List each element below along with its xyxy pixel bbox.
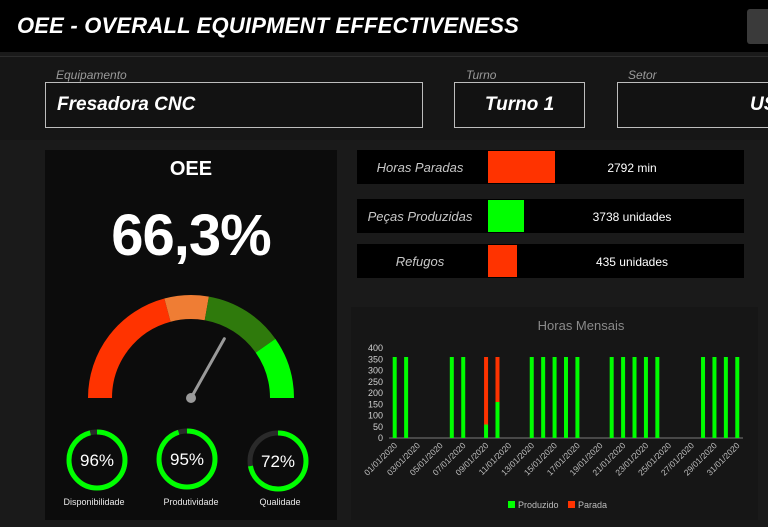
bar-produzido-28 <box>701 357 706 438</box>
equipamento-field[interactable]: Fresadora CNC <box>45 82 423 128</box>
metric-value: 2792 min <box>607 161 657 175</box>
bar-parada-9 <box>484 357 489 425</box>
ring-label-produtividade: Produtividade <box>163 497 219 507</box>
legend-swatch <box>568 501 575 508</box>
oee-title: OEE <box>169 158 213 180</box>
bar-produzido-7 <box>461 357 466 438</box>
ring-value-produtividade: 95% <box>170 450 204 469</box>
metric-bar <box>488 200 524 232</box>
y-tick-label: 250 <box>368 377 383 387</box>
bar-produzido-9 <box>484 424 489 438</box>
bar-produzido-2 <box>404 357 409 438</box>
horas-mensais-chart: Horas Mensais 0 50 100 150 200 250 300 350 400 01/… <box>351 307 758 520</box>
bar-produzido-31 <box>735 357 740 438</box>
ring-label-qualidade: Qualidade <box>259 497 301 507</box>
y-tick-label: 400 <box>368 343 383 353</box>
y-tick-label: 100 <box>368 411 383 421</box>
ring-progress-qualidade <box>247 430 309 492</box>
bar-produzido-1 <box>392 357 397 438</box>
metric-value: 435 unidades <box>595 255 669 269</box>
gauge-arcs <box>88 295 294 399</box>
bar-produzido-29 <box>712 357 717 438</box>
ring-value-qualidade: 72% <box>261 452 295 471</box>
bar-produzido-6 <box>449 357 454 438</box>
bar-produzido-14 <box>541 357 546 438</box>
chart-svg: Horas Mensais05010015020025030035040001/… <box>362 318 743 510</box>
header-bar: OEE - OVERALL EQUIPMENT EFFECTIVENESS <box>0 0 768 52</box>
bar-produzido-10 <box>495 402 500 438</box>
ring-progress-produtividade <box>156 428 218 490</box>
gauge-segment <box>204 296 276 354</box>
chart-title: Horas Mensais <box>538 318 625 333</box>
header-button[interactable] <box>747 9 768 44</box>
kpi-rings: 96% 95% 72% <box>66 428 309 492</box>
metric-label: Horas Paradas <box>376 160 464 175</box>
bar-produzido-16 <box>564 357 568 438</box>
metric-row-refugos: Refugos 435 unidades <box>357 244 744 278</box>
turno-label: Turno <box>466 68 497 82</box>
metric-value: 3738 unidades <box>592 210 672 224</box>
filter-panel: Equipamento Fresadora CNC Turno Turno 1 … <box>0 56 768 140</box>
metric-label: Refugos <box>395 254 445 269</box>
bar-produzido-13 <box>529 357 534 438</box>
ring-label-disponibilidade: Disponibilidade <box>63 497 125 507</box>
y-tick-label: 200 <box>368 388 383 398</box>
setor-label: Setor <box>628 68 657 82</box>
metric-label: Peças Produzidas <box>367 209 473 224</box>
equipamento-label: Equipamento <box>56 68 127 82</box>
oee-gauge: 96% 95% 72% <box>66 295 309 492</box>
metric-row-pecas-produzidas: Peças Produzidas 3738 unidades <box>357 199 744 233</box>
y-tick-label: 300 <box>368 366 383 376</box>
bar-produzido-15 <box>552 357 557 438</box>
y-tick-label: 0 <box>378 433 383 443</box>
bar-produzido-20 <box>609 357 614 438</box>
legend-swatch <box>508 501 515 508</box>
bar-produzido-24 <box>655 357 660 438</box>
ring-value-disponibilidade: 96% <box>80 451 114 470</box>
legend-label: Parada <box>578 500 607 510</box>
bar-produzido-17 <box>575 357 580 438</box>
bar-parada-10 <box>495 357 500 402</box>
y-tick-label: 150 <box>368 399 383 409</box>
legend-label: Produzido <box>518 500 559 510</box>
gauge-hub <box>186 393 196 403</box>
gauge-segment <box>164 295 209 322</box>
oee-card: OEE 66,3% 96% 95% 72% Disponibilidade Prod… <box>45 150 337 520</box>
bar-produzido-21 <box>621 357 626 438</box>
turno-field[interactable]: Turno 1 <box>454 82 585 128</box>
bar-produzido-23 <box>643 357 648 438</box>
bar-produzido-30 <box>723 357 728 438</box>
bar-produzido-22 <box>632 357 637 438</box>
metric-bar <box>488 245 517 277</box>
y-tick-label: 350 <box>368 354 383 364</box>
gauge-needle <box>189 337 226 400</box>
setor-field[interactable]: US <box>617 82 768 128</box>
metric-row-horas-paradas: Horas Paradas 2792 min <box>357 150 744 184</box>
oee-value: 66,3% <box>111 203 271 268</box>
gauge-segment <box>88 298 171 399</box>
page-title: OEE - OVERALL EQUIPMENT EFFECTIVENESS <box>17 13 520 38</box>
gauge-segment <box>255 338 294 399</box>
metric-bar <box>488 151 555 183</box>
ring-progress-disponibilidade <box>66 429 128 491</box>
y-tick-label: 50 <box>373 422 383 432</box>
